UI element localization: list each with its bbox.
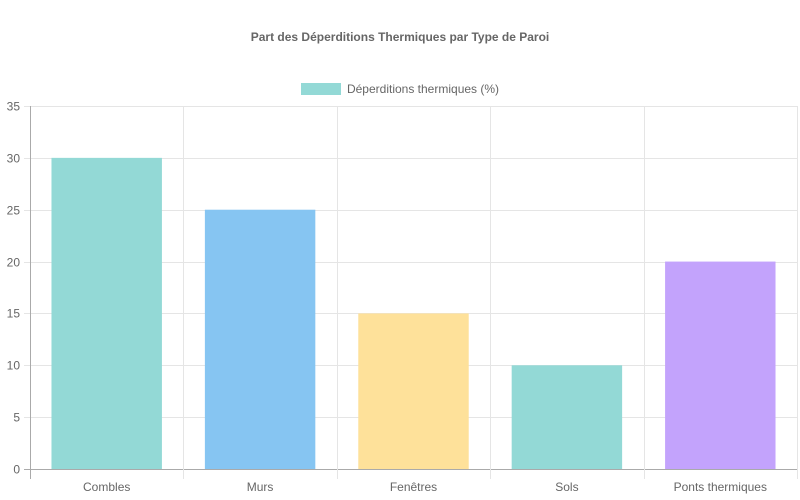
y-tick-label: 25 xyxy=(7,204,21,218)
legend-swatch xyxy=(300,83,341,95)
y-tick-label: 30 xyxy=(7,152,21,166)
y-tick-label: 35 xyxy=(7,100,21,114)
y-tick-label: 15 xyxy=(7,307,21,321)
x-tick-label: Combles xyxy=(83,480,130,494)
bar-combles[interactable] xyxy=(51,157,162,469)
y-tick-label: 0 xyxy=(13,463,20,477)
bar-murs[interactable] xyxy=(204,209,316,469)
y-tick-label: 5 xyxy=(13,411,20,425)
x-tick-label: Ponts thermiques xyxy=(674,480,767,494)
bar-fenêtres[interactable] xyxy=(358,313,469,469)
chart-legend[interactable]: Déperditions thermiques (%) xyxy=(0,82,800,96)
bar-sols[interactable] xyxy=(511,365,623,469)
legend-label: Déperditions thermiques (%) xyxy=(346,82,500,96)
x-tick-label: Sols xyxy=(555,480,578,494)
bar-ponts-thermiques[interactable] xyxy=(665,261,776,469)
x-tick-label: Fenêtres xyxy=(390,480,437,494)
y-tick-label: 20 xyxy=(7,256,21,270)
x-tick-label: Murs xyxy=(247,480,274,494)
chart-title: Part des Déperditions Thermiques par Typ… xyxy=(250,30,550,44)
y-tick-label: 10 xyxy=(7,359,21,373)
